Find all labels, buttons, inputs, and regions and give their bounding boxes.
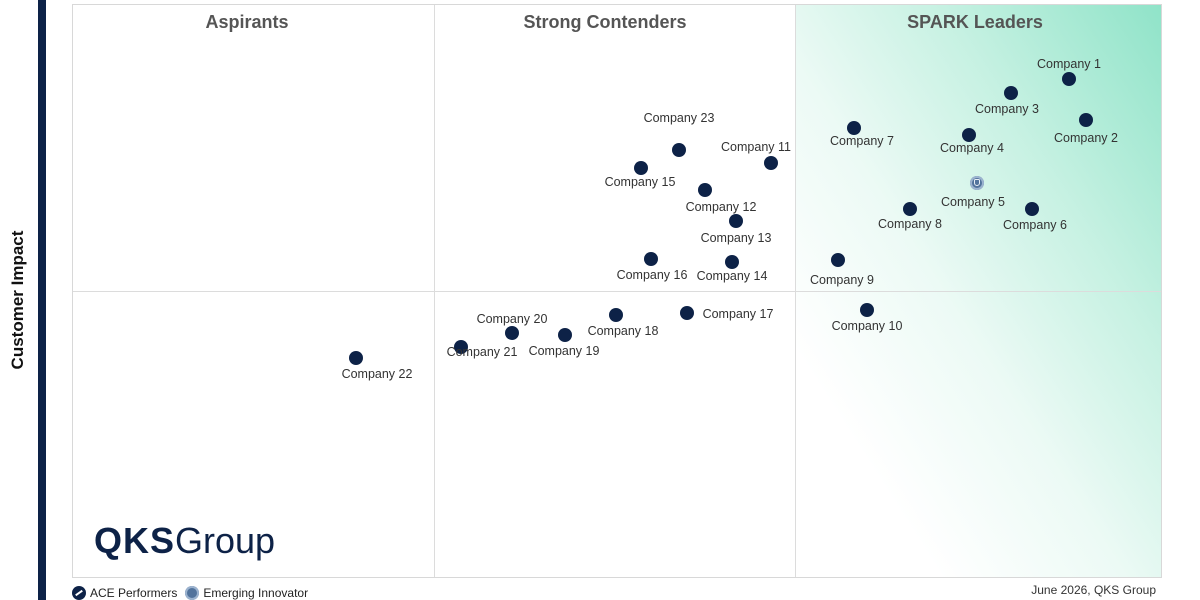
point-label: Company 11 (721, 140, 791, 154)
point-label: Company 14 (696, 269, 768, 283)
point-label: Company 1 (1037, 57, 1101, 71)
emerging-innovator-icon (185, 586, 200, 600)
legend: ACE Performers Emerging Innovator (72, 586, 308, 600)
point-label: Company 4 (940, 141, 1004, 155)
point-company-8 (903, 202, 917, 216)
point-company-15 (634, 161, 648, 175)
ace-performers-icon (72, 586, 86, 600)
point-label: Company 18 (587, 324, 659, 338)
logo-strong-text: QKS (94, 520, 176, 561)
quadrant-title-spark-leaders: SPARK Leaders (907, 12, 1043, 32)
point-company-11 (764, 156, 778, 170)
point-label: Company 19 (528, 344, 600, 358)
point-company-10 (860, 303, 874, 317)
point-company-1 (1062, 72, 1076, 86)
point-label: Company 15 (604, 175, 676, 189)
qks-group-logo: QKSGroup (94, 520, 275, 562)
point-label: Company 12 (685, 200, 757, 214)
point-company-9 (831, 253, 845, 267)
point-label: Company 21 (446, 345, 518, 359)
point-label: Company 2 (1054, 131, 1118, 145)
point-label: Company 13 (700, 231, 772, 245)
point-company-21 (454, 340, 468, 354)
point-company-17 (680, 306, 694, 320)
horizontal-divider (73, 291, 1161, 292)
point-company-5 (970, 176, 984, 190)
point-label: Company 3 (975, 102, 1039, 116)
footer-date-source: June 2026, QKS Group (1031, 583, 1156, 597)
point-label: Company 22 (341, 367, 413, 381)
logo-light-text: Group (175, 520, 276, 561)
data-points: Company 1 Company 2 Company 3 Company 4 Comp… (73, 5, 1161, 577)
point-company-22 (349, 351, 363, 365)
point-company-19 (558, 328, 572, 342)
legend-ace-performers: ACE Performers (90, 586, 178, 600)
left-accent-bar (38, 0, 46, 600)
point-label: Company 5 (941, 195, 1005, 209)
point-company-13 (729, 214, 743, 228)
point-label: Company 8 (878, 217, 942, 231)
point-label: Company 6 (1003, 218, 1067, 232)
point-label: Company 9 (810, 273, 874, 287)
point-company-12 (698, 183, 712, 197)
point-company-6 (1025, 202, 1039, 216)
point-company-18 (609, 308, 623, 322)
point-company-14 (725, 255, 739, 269)
point-company-16 (644, 252, 658, 266)
quadrant-title-aspirants: Aspirants (205, 12, 289, 32)
point-label: Company 17 (702, 307, 774, 321)
point-label: Company 7 (830, 134, 894, 148)
point-company-7 (847, 121, 861, 135)
point-company-4 (962, 128, 976, 142)
legend-emerging-innovator: Emerging Innovator (203, 586, 309, 600)
point-company-2 (1079, 113, 1093, 127)
quadrant-title-strong-contenders: Strong Contenders (523, 12, 687, 32)
point-label: Company 23 (643, 111, 715, 125)
point-label: Company 16 (616, 268, 688, 282)
point-company-20 (505, 326, 519, 340)
point-label: Company 10 (831, 319, 903, 333)
y-axis-label: Customer Impact (8, 230, 27, 370)
point-company-23 (672, 143, 686, 157)
quadrant-plot: Aspirants Strong Contenders SPARK Leader… (72, 4, 1162, 578)
point-company-3 (1004, 86, 1018, 100)
point-label: Company 20 (476, 312, 548, 326)
